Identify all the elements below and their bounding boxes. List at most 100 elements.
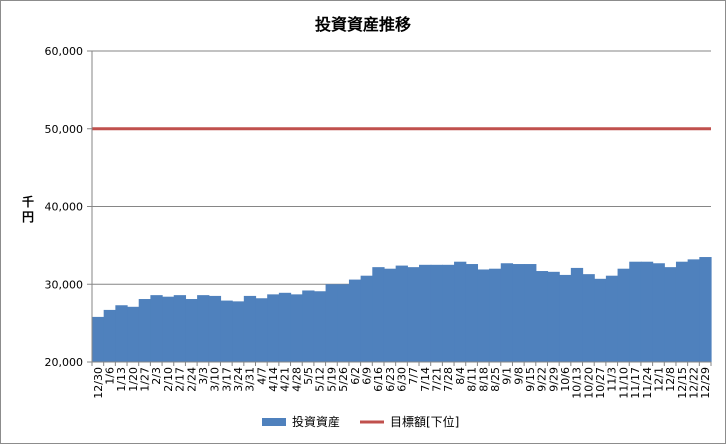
x-tick-label: 2/17 xyxy=(174,367,187,392)
area-point xyxy=(243,295,257,362)
area-point xyxy=(290,294,303,362)
x-tick-label: 1/27 xyxy=(139,367,152,392)
x-tick-label: 7/21 xyxy=(431,367,444,392)
area-point xyxy=(103,309,116,362)
area-point xyxy=(127,306,140,362)
area-point xyxy=(699,257,712,362)
area-point xyxy=(570,267,584,362)
x-tick-label: 4/21 xyxy=(279,367,292,392)
y-tick-label: 40,000 xyxy=(45,201,84,214)
x-tick-label: 2/24 xyxy=(185,367,198,392)
y-axis-label: 千円 xyxy=(22,194,34,224)
area-point xyxy=(442,264,455,362)
area-point xyxy=(395,265,408,362)
x-tick-label: 5/19 xyxy=(325,367,338,392)
area-point xyxy=(629,261,642,362)
area-point xyxy=(383,268,397,362)
area-point xyxy=(325,284,338,362)
x-tick-label: 5/12 xyxy=(314,367,327,392)
x-tick-label: 8/11 xyxy=(466,367,479,392)
x-tick-label: 10/20 xyxy=(582,367,595,399)
x-tick-label: 12/15 xyxy=(676,367,689,399)
x-tick-label: 2/10 xyxy=(162,367,175,392)
area-point xyxy=(337,284,350,362)
x-tick-label: 1/6 xyxy=(104,367,117,385)
area-point xyxy=(477,269,490,362)
area-point xyxy=(208,295,222,362)
x-tick-labels: 12/301/61/131/201/272/32/102/172/243/3 3/… xyxy=(92,367,712,399)
x-tick-label: 11/24 xyxy=(641,367,654,399)
area-point xyxy=(220,300,233,362)
x-tick-label: 12/30 xyxy=(92,367,105,399)
area-point xyxy=(559,274,572,362)
x-tick-label: 6/2 xyxy=(349,367,362,385)
area-point xyxy=(512,264,525,362)
x-tick-label: 9/1 xyxy=(501,367,514,385)
legend-label: 目標額[下位] xyxy=(390,414,459,429)
x-tick-label: 12/1 xyxy=(652,367,665,392)
area-point xyxy=(675,261,689,362)
chart-title: 投資資産推移 xyxy=(315,15,411,34)
area-point xyxy=(594,278,607,362)
x-tick-label: 3/31 xyxy=(244,367,257,392)
area-point xyxy=(267,294,280,362)
y-tick-label: 30,000 xyxy=(45,278,84,291)
x-tick-label: 11/10 xyxy=(617,367,630,399)
x-tick-label: 3/3 xyxy=(197,367,210,385)
y-tick-labels: 20,000 30,000 40,000 50,000 60,000 xyxy=(45,45,84,369)
area-point xyxy=(582,274,595,362)
area-point xyxy=(500,263,514,362)
area-point xyxy=(232,301,245,362)
y-tick-label: 60,000 xyxy=(45,45,84,58)
area-point xyxy=(524,264,537,362)
x-tick-label: 6/23 xyxy=(384,367,397,392)
area-point xyxy=(138,299,151,362)
area-point xyxy=(185,299,198,362)
area-point xyxy=(255,298,268,362)
x-tick-label: 2/3 xyxy=(150,367,163,385)
x-tick-label: 5/5 xyxy=(302,367,315,385)
area-point xyxy=(372,267,385,362)
area-layer xyxy=(92,257,712,362)
axes xyxy=(87,50,712,366)
x-tick-label: 5/26 xyxy=(337,367,350,392)
x-tick-label: 4/28 xyxy=(290,367,303,392)
x-tick-label: 3/17 xyxy=(220,367,233,392)
legend-label: 投資資産 xyxy=(292,414,340,429)
area-point xyxy=(430,264,443,362)
x-tick-label: 10/6 xyxy=(559,367,572,392)
area-point xyxy=(407,267,420,362)
x-tick-label: 9/29 xyxy=(547,367,560,392)
area-point xyxy=(150,295,163,362)
y-tick-label: 20,000 xyxy=(45,356,84,369)
area-point xyxy=(302,290,315,362)
x-tick-label: 11/3 xyxy=(606,367,619,392)
x-tick-label: 12/8 xyxy=(664,367,677,392)
x-tick-label: 8/25 xyxy=(489,367,502,392)
x-tick-label: 6/30 xyxy=(396,367,409,392)
x-tick-label: 7/7 xyxy=(407,367,420,385)
area-point xyxy=(535,271,549,362)
x-tick-label: 8/4 xyxy=(454,367,467,385)
area-point xyxy=(313,291,327,362)
area-point xyxy=(687,259,700,362)
x-tick-label: 10/27 xyxy=(594,367,607,399)
x-tick-label: 11/17 xyxy=(629,367,642,399)
x-tick-label: 12/22 xyxy=(687,367,700,399)
area-point xyxy=(419,264,432,362)
area-point xyxy=(348,279,362,362)
area-point xyxy=(360,275,373,362)
area-point xyxy=(92,316,105,362)
x-tick-label: 3/24 xyxy=(232,367,245,392)
x-tick-label: 12/29 xyxy=(699,367,712,399)
x-tick-label: 9/22 xyxy=(536,367,549,392)
legend: 投資資産 目標額[下位] xyxy=(262,414,459,429)
x-tick-label: 1/20 xyxy=(127,367,140,392)
area-point xyxy=(489,268,502,362)
x-tick-label: 9/15 xyxy=(524,367,537,392)
y-axis-label-group: 千円 xyxy=(22,194,34,224)
x-tick-label: 1/13 xyxy=(115,367,128,392)
area-point xyxy=(664,267,677,362)
